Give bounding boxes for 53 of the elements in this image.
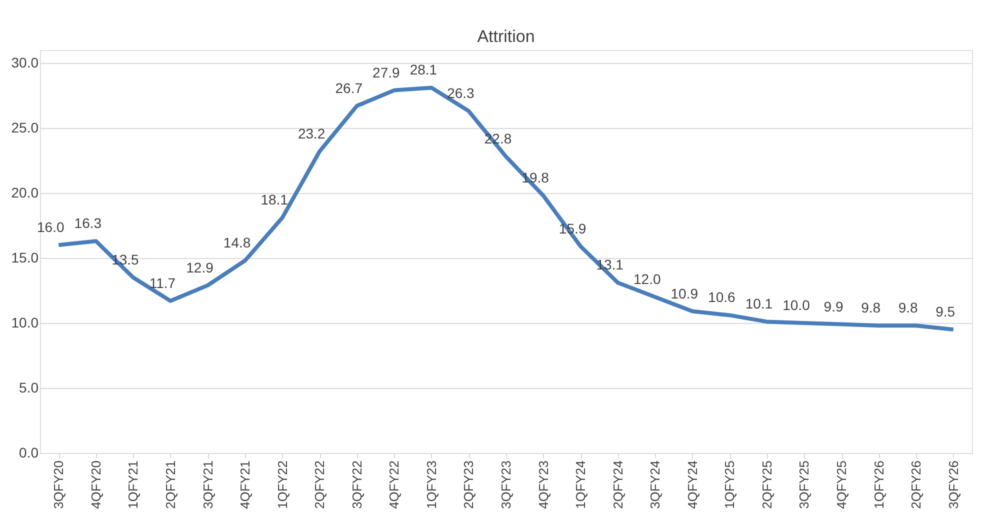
x-tick-label: 4QFY21: [238, 460, 253, 509]
x-tick-label: 2QFY26: [908, 460, 924, 509]
x-tick-label: 3QFY24: [648, 460, 663, 509]
data-label: 23.2: [298, 125, 326, 142]
data-label: 9.9: [824, 298, 844, 314]
x-tick-label: 2QFY25: [759, 460, 774, 509]
data-label: 26.3: [447, 85, 475, 102]
x-tick-label: 1QFY22: [274, 460, 290, 509]
y-tick-label: 15.0: [11, 250, 39, 266]
data-label: 12.0: [633, 271, 661, 287]
data-label: 10.9: [670, 285, 698, 302]
x-tick-label: 2QFY21: [162, 460, 178, 509]
y-tick-label: 30.0: [11, 54, 39, 70]
y-tick-label: 10.0: [11, 314, 39, 330]
y-tick-label: 25.0: [11, 120, 39, 136]
chart-title: Attrition: [477, 27, 535, 46]
x-tick-label: 2QFY23: [461, 460, 476, 509]
x-tick-label: 4QFY25: [834, 460, 850, 509]
x-tick-label: 4QFY23: [536, 460, 551, 509]
y-tick-label: 5.0: [19, 380, 39, 396]
x-tick-label: 4QFY22: [386, 460, 402, 509]
x-tick-label: 4QFY20: [88, 460, 104, 509]
data-label: 14.8: [223, 234, 251, 251]
x-tick-label: 1QFY23: [424, 460, 439, 509]
x-tick-label: 3QFY21: [200, 460, 216, 509]
data-label: 26.7: [335, 80, 363, 96]
data-label: 16.0: [37, 219, 64, 235]
data-label: 9.8: [898, 300, 918, 316]
x-tick-label: 2QFY24: [610, 460, 626, 509]
data-label: 10.1: [745, 296, 773, 312]
x-tick-label: 3QFY25: [796, 460, 812, 509]
x-tick-label: 4QFY24: [684, 460, 700, 509]
data-label: 10.0: [782, 297, 810, 313]
x-tick-label: 1QFY26: [871, 460, 886, 509]
data-label: 27.9: [372, 64, 400, 80]
data-label: 28.1: [410, 62, 438, 78]
y-tick-label: 0.0: [19, 444, 39, 460]
y-tick-label: 20.0: [11, 184, 39, 200]
x-tick-label: 3QFY23: [498, 460, 514, 509]
x-tick-label: 1QFY24: [573, 460, 588, 509]
x-tick-label: 3QFY20: [51, 460, 66, 509]
x-tick-label: 2QFY22: [312, 460, 328, 509]
data-label: 9.8: [861, 300, 881, 316]
x-tick-label: 3QFY26: [946, 460, 961, 509]
data-label: 16.3: [74, 215, 102, 232]
x-tick-label: 3QFY22: [349, 460, 364, 509]
x-tick-label: 1QFY21: [126, 460, 141, 509]
data-label: 12.9: [186, 259, 214, 276]
data-label: 10.6: [708, 289, 736, 306]
data-label: 18.1: [260, 192, 288, 208]
x-tick-label: 1QFY25: [722, 460, 738, 509]
data-label: 9.5: [936, 304, 956, 320]
data-label: 11.7: [149, 274, 176, 291]
